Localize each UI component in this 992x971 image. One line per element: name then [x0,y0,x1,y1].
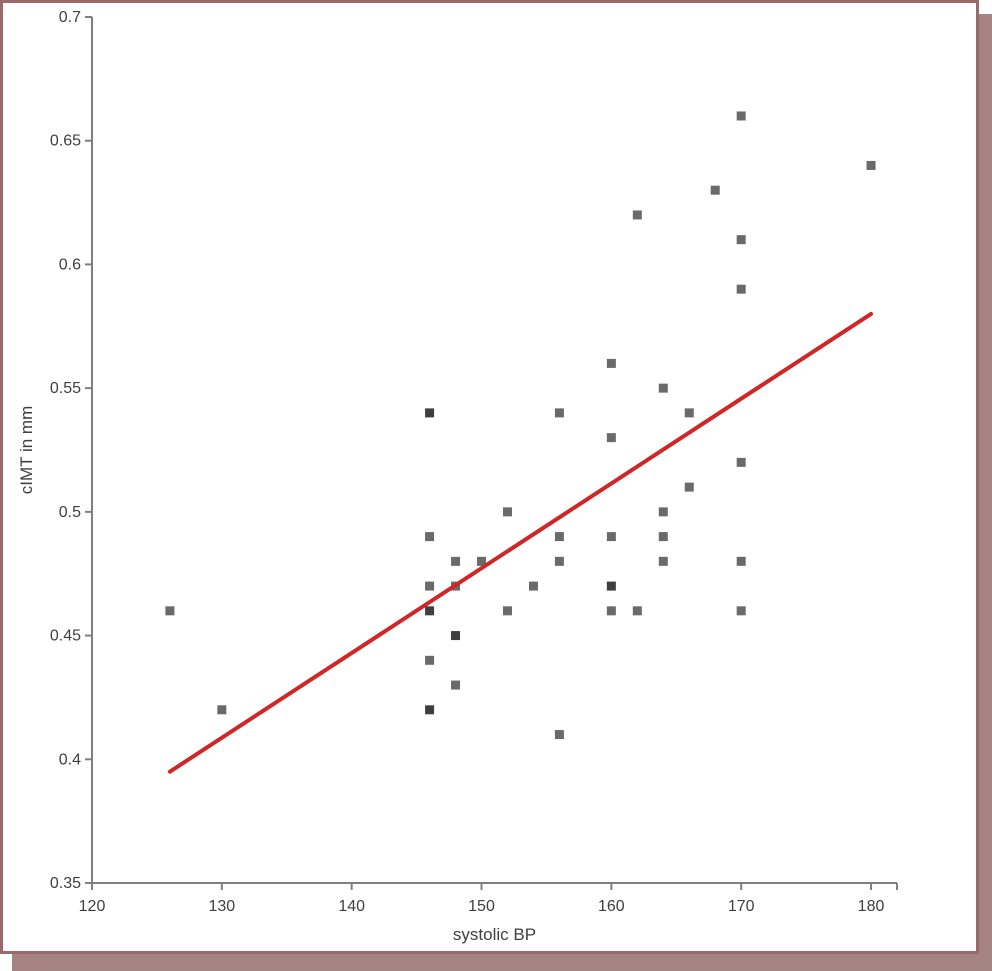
data-point [684,482,694,492]
x-tick-label: 180 [858,898,885,915]
y-tick-label: 0.7 [59,9,81,26]
data-point [736,556,746,566]
data-point [736,606,746,616]
x-tick-label: 150 [468,898,495,915]
data-point [866,160,876,170]
x-tick-label: 170 [728,898,755,915]
data-point [606,358,616,368]
data-point [477,556,487,566]
data-point [451,556,461,566]
data-point [684,408,694,418]
data-point [606,532,616,542]
data-point [502,507,512,517]
x-tick-label: 140 [338,898,365,915]
data-point [502,606,512,616]
data-point [425,581,435,591]
y-tick-label: 0.65 [50,133,81,150]
data-point [606,581,616,591]
x-tick-label: 120 [79,898,106,915]
data-point [606,606,616,616]
trendline [167,311,874,774]
data-point [425,532,435,542]
x-tick-label: 130 [208,898,235,915]
data-point [451,631,461,641]
x-tick-label: 160 [598,898,625,915]
y-tick-label: 0.35 [50,875,81,892]
data-point [632,210,642,220]
data-point [658,383,668,393]
data-point [736,457,746,467]
data-point [554,556,564,566]
data-point [736,111,746,121]
y-tick-label: 0.5 [59,504,81,521]
y-tick-label: 0.45 [50,628,81,645]
y-tick-label: 0.6 [59,256,81,273]
data-point [554,408,564,418]
data-point [451,680,461,690]
data-point [658,532,668,542]
data-point [528,581,538,591]
data-point [425,705,435,715]
data-point [658,556,668,566]
y-axis-title: cIMT in mm [17,405,36,495]
chart-frame [0,0,979,954]
data-point [736,284,746,294]
x-axis-title: systolic BP [452,925,537,944]
data-point [425,408,435,418]
data-point [217,705,227,715]
data-point [425,655,435,665]
y-tick-label: 0.4 [59,751,81,768]
data-point [632,606,642,616]
y-tick-label: 0.55 [50,380,81,397]
data-point [710,185,720,195]
data-point [165,606,175,616]
data-point [736,235,746,245]
data-point [425,606,435,616]
data-point [554,532,564,542]
data-point [554,730,564,740]
data-point [606,433,616,443]
data-point [658,507,668,517]
